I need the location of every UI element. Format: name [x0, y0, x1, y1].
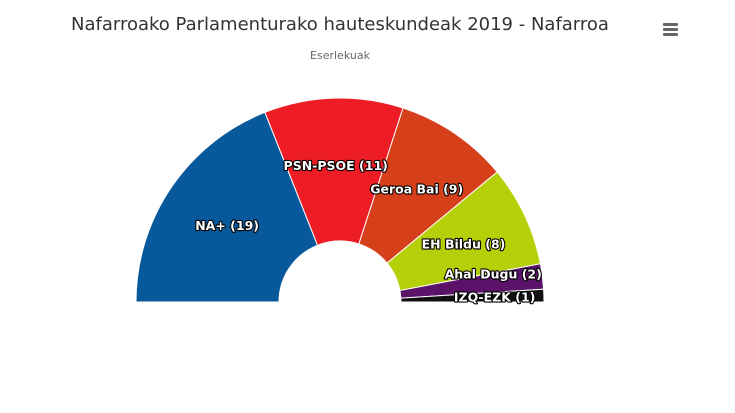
chart-subtitle: Eserlekuak	[310, 49, 370, 62]
slice-izq-ezk[interactable]	[400, 288, 545, 303]
slice-psn-psoe[interactable]	[264, 97, 404, 246]
chart-slices	[135, 97, 545, 303]
label-psn-psoe: PSN-PSOE (11)	[284, 158, 388, 173]
label-eh-bildu: EH Bildu (8)	[422, 236, 506, 251]
hamburger-menu-icon[interactable]	[660, 20, 682, 40]
label-na-: NA+ (19)	[195, 218, 259, 233]
label-geroa-bai: Geroa Bai (9)	[370, 182, 463, 197]
chart-title: Nafarroako Parlamenturako hauteskundeak …	[71, 14, 609, 35]
label-izq-ezk: IZQ-EZK (1)	[454, 290, 536, 305]
chart-labels: NA+ (19) PSN-PSOE (11) Geroa Bai (9) EH Bil…	[194, 157, 543, 306]
slice-na-[interactable]	[135, 111, 319, 303]
label-ahal-dugu: Ahal Dugu (2)	[445, 267, 542, 282]
